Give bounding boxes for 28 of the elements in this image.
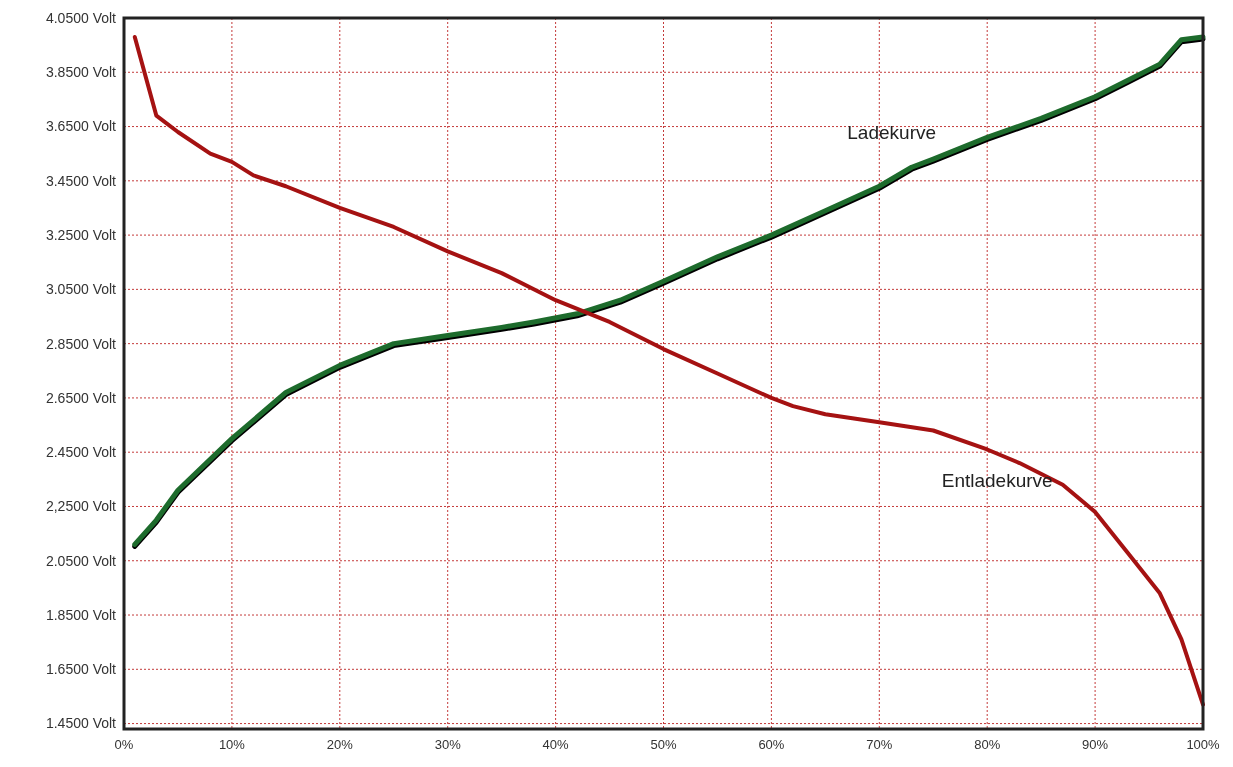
y-tick-label: 3.8500 Volt xyxy=(45,64,117,81)
x-tick-label: 80% xyxy=(974,737,1001,752)
y-tick-label: 3.0500 Volt xyxy=(45,281,117,298)
y-tick-label: 2,2500 Volt xyxy=(45,498,117,515)
y-tick-label: 2.8500 Volt xyxy=(45,335,117,352)
x-tick-label: 20% xyxy=(326,737,354,752)
x-tick-label: 90% xyxy=(1082,737,1109,752)
x-tick-label: 100% xyxy=(1186,737,1221,752)
line-series xyxy=(132,35,1205,707)
y-tick-label: 1.8500 Volt xyxy=(45,606,117,623)
x-tick-label: 10% xyxy=(218,737,246,752)
y-tick-label: 2.6500 Volt xyxy=(45,389,117,406)
y-tick-label: 3.4500 Volt xyxy=(45,172,117,189)
x-tick-label: 30% xyxy=(434,737,462,752)
y-tick-label: 3.6500 Volt xyxy=(45,118,117,135)
y-tick-label: 4.0500 Volt xyxy=(45,9,117,26)
x-tick-label: 0% xyxy=(114,737,134,752)
y-tick-label: 2.0500 Volt xyxy=(45,552,117,569)
series-label: Ladekurve xyxy=(847,122,937,144)
x-tick-label: 40% xyxy=(542,737,570,752)
y-tick-label: 1.4500 Volt xyxy=(45,715,117,732)
y-tick-label: 2.4500 Volt xyxy=(45,444,117,461)
y-tick-label: 3.2500 Volt xyxy=(45,227,117,243)
x-tick-label: 60% xyxy=(758,737,785,752)
x-tick-label: 50% xyxy=(650,737,677,752)
series-label: Entladekurve xyxy=(941,470,1053,492)
y-tick-label: 1.6500 Volt xyxy=(45,661,117,678)
x-tick-label: 70% xyxy=(866,737,893,752)
